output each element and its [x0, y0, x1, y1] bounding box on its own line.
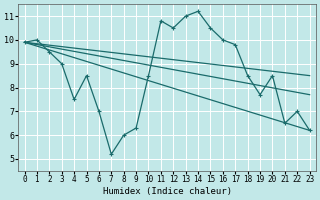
X-axis label: Humidex (Indice chaleur): Humidex (Indice chaleur) — [103, 187, 232, 196]
